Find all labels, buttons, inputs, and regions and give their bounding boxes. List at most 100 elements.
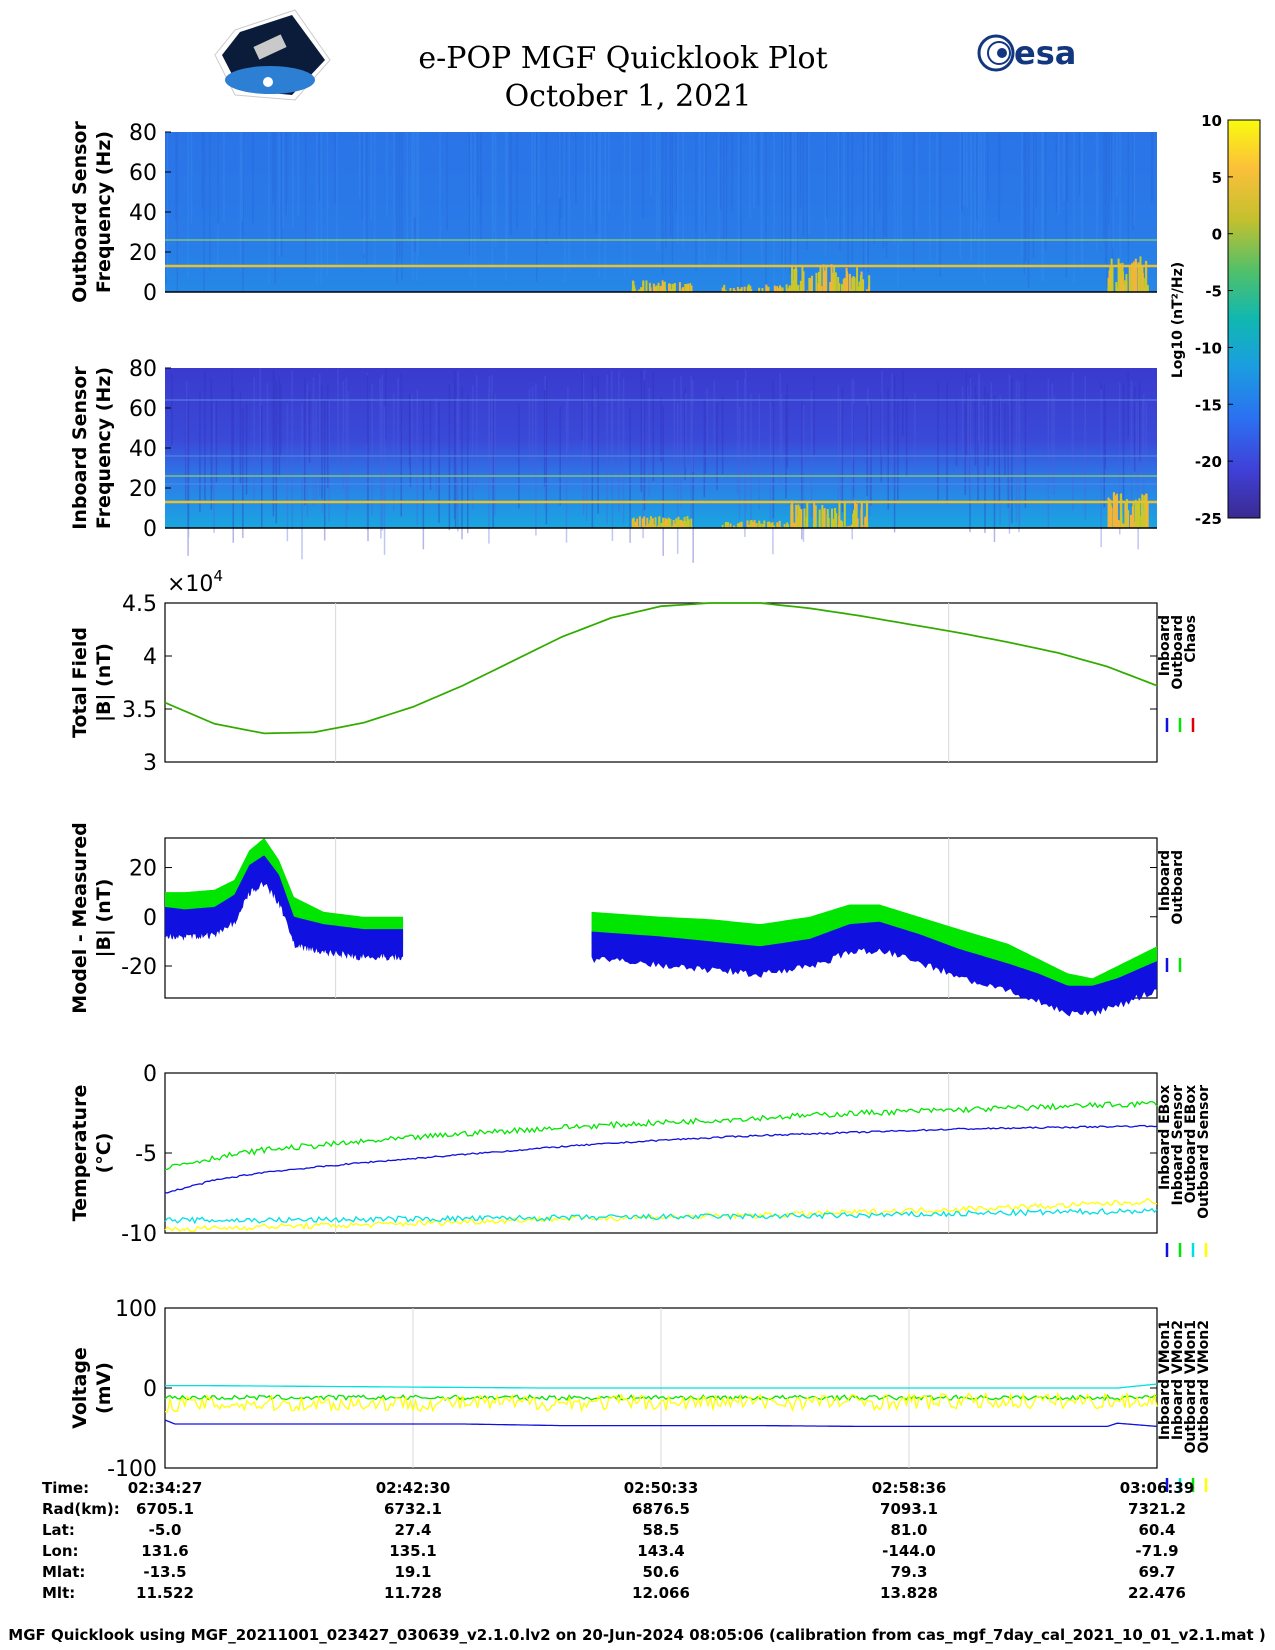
outboard-spectrogram-burst <box>778 288 781 292</box>
outboard-spectrogram-burst <box>830 264 833 292</box>
inboard-spectrogram-burst <box>1129 514 1132 528</box>
inboard-spectrogram-burst <box>665 520 668 528</box>
inboard-spectrogram-burst <box>763 520 766 528</box>
outboard-spectrogram-burst <box>631 289 634 292</box>
ephemeris-value: 02:50:33 <box>624 1479 699 1497</box>
outboard-spectrogram-burst <box>1142 280 1145 292</box>
ephemeris-value: -5.0 <box>149 1521 182 1539</box>
outboard-spectrogram-burst <box>862 279 865 292</box>
inboard-spectrogram-burst <box>1114 495 1117 528</box>
outboard-spectrogram-burst <box>801 266 804 292</box>
inboard-spectrogram-burst <box>684 521 687 528</box>
inboard-spectrogram-burst <box>648 523 651 528</box>
inboard-spectrogram-burst <box>1121 523 1124 528</box>
colorbar-tick-label: -5 <box>1205 283 1222 301</box>
outboard-spectrogram-burst <box>654 286 657 292</box>
inboard-spectrogram-burst <box>649 520 652 528</box>
outboard-spectrogram-burst <box>834 272 837 292</box>
inboard-spectrogram-burst <box>753 520 756 528</box>
outboard-spectrogram-burst <box>657 285 660 292</box>
inboard-spectrogram-burst <box>1137 501 1140 528</box>
outboard-spectrogram-burst <box>1129 269 1132 292</box>
outboard-spectrogram-burst <box>633 288 636 292</box>
inboard-spectrogram-burst <box>1131 506 1134 528</box>
outboard-spectrogram-burst <box>684 283 687 292</box>
outboard-spectrogram-burst <box>822 278 825 292</box>
model-measured-panel: -20 0 20 Model - Measured |B| (nT) InboardOut… <box>69 822 1186 1017</box>
inboard-spectrogram-ytick-label: 40 <box>129 437 157 462</box>
legend-entry: Outboard <box>1170 615 1186 690</box>
outboard-spectrogram-burst <box>732 288 735 292</box>
outboard-spectrogram-burst <box>1108 270 1111 292</box>
outboard-spectrogram-burst <box>1139 264 1142 292</box>
outboard-spectrogram-burst <box>1139 288 1142 292</box>
inboard-spectrogram-burst <box>634 521 637 528</box>
outboard-spectrogram-burst <box>797 284 800 292</box>
ephemeris-row-label: Mlt: <box>42 1584 75 1602</box>
inboard-spectrogram-burst <box>838 515 841 528</box>
inboard-spectrogram-burst <box>721 524 724 528</box>
outboard-spectrogram-burst <box>802 271 805 292</box>
ephemeris-value: 03:06:39 <box>1120 1479 1195 1497</box>
inboard-spectrogram-burst <box>795 504 798 528</box>
inboard-spectrogram-burst <box>818 509 821 528</box>
inboard-spectrogram-burst <box>746 520 749 528</box>
outboard-spectrogram-burst <box>868 275 871 292</box>
series-inboard-sensor <box>164 1207 1158 1225</box>
temperature-panel: -10 -5 0 Temperature (°C) Inboard EBoxInboard… <box>69 1062 1212 1257</box>
inboard-spectrogram-burst <box>1141 494 1144 528</box>
outboard-spectrogram-burst <box>808 277 811 292</box>
outboard-spectrogram-burst <box>833 265 836 292</box>
ephemeris-value: 6705.1 <box>136 1500 194 1518</box>
outboard-spectrogram-ylabel: Outboard Sensor Frequency (Hz) <box>69 121 115 303</box>
inboard-spectrogram-burst <box>738 522 741 528</box>
legend-entry: Outboard VMon2 <box>1196 1320 1212 1454</box>
ephemeris-value: 7321.2 <box>1128 1500 1186 1518</box>
colorbar-tick-label: -10 <box>1195 339 1222 357</box>
inboard-spectrogram-burst <box>838 500 841 528</box>
outboard-spectrogram-burst <box>806 290 809 292</box>
outboard-spectrogram-burst <box>1111 265 1114 292</box>
series-inboard-vmon1 <box>164 1419 1158 1428</box>
ephemeris-value: 02:58:36 <box>872 1479 947 1497</box>
outboard-spectrogram-ytick-label: 0 <box>143 281 157 306</box>
outboard-spectrogram-burst <box>795 268 798 292</box>
inboard-spectrogram-burst <box>686 516 689 528</box>
inboard-spectrogram-burst <box>864 516 867 528</box>
series-inboard-ebox <box>164 1124 1158 1194</box>
header: e-POP MGF Quicklook Plot October 1, 2021… <box>214 9 1076 114</box>
outboard-spectrogram-burst <box>815 272 818 292</box>
inboard-spectrogram-burst <box>644 525 647 528</box>
inboard-spectrogram-burst <box>752 521 755 528</box>
outboard-spectrogram-burst <box>687 283 690 292</box>
outboard-spectrogram-burst <box>787 289 790 292</box>
outboard-spectrogram-burst <box>852 276 855 292</box>
outboard-spectrogram-ytick-label: 20 <box>129 241 157 266</box>
inboard-spectrogram-burst <box>777 524 780 528</box>
colorbar-tick-label: -15 <box>1195 396 1222 414</box>
outboard-spectrogram-burst <box>663 281 666 292</box>
inboard-spectrogram-burst <box>865 515 868 528</box>
ephemeris-value: 135.1 <box>389 1542 436 1560</box>
colorbar-tick-label: -25 <box>1195 510 1222 528</box>
model-measured-ylabel: Model - Measured |B| (nT) <box>69 822 115 1013</box>
outboard-spectrogram-ytick-label: 60 <box>129 161 157 186</box>
ephemeris-value: 02:42:30 <box>376 1479 451 1497</box>
inboard-spectrogram-burst <box>726 522 729 528</box>
inboard-spectrogram-burst <box>755 523 758 528</box>
legend-entry: Inboard VMon1 <box>1157 1320 1173 1440</box>
inboard-spectrogram-panel: 0 20 40 60 80 Inboard Sensor Frequency (Hz) <box>69 357 1157 563</box>
series-outboard-vmon2 <box>164 1391 1158 1413</box>
total-field-ytick-label: 4 <box>143 645 157 670</box>
ephemeris-value: 58.5 <box>642 1521 679 1539</box>
ephemeris-row-label: Lat: <box>42 1521 75 1539</box>
outboard-spectrogram-burst <box>743 286 746 292</box>
inboard-spectrogram-burst <box>770 523 773 528</box>
model-measured-ytick-label: 20 <box>129 857 157 882</box>
inboard-spectrogram-burst <box>729 523 732 528</box>
voltage-ylabel: Voltage (mV) <box>69 1347 115 1429</box>
inboard-spectrogram-burst <box>690 518 693 528</box>
